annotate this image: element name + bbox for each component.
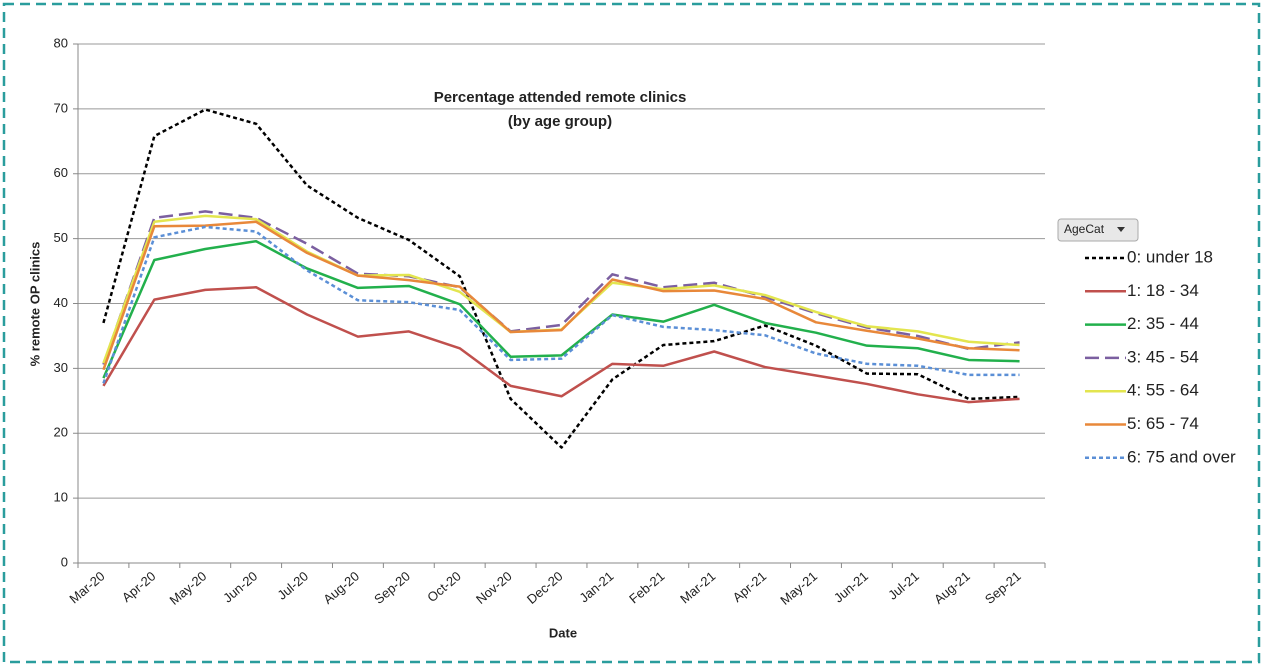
legend-label: 2: 35 - 44: [1127, 314, 1199, 333]
y-tick-label: 80: [54, 35, 68, 50]
x-tick-label: Jul-21: [885, 568, 922, 602]
legend-button[interactable]: AgeCat: [1057, 218, 1139, 242]
series-line: [102, 286, 1020, 404]
y-tick-label: 40: [54, 295, 68, 310]
series-line: [102, 220, 1020, 371]
series-line: [102, 108, 1020, 449]
x-tick-label: Dec-20: [524, 568, 566, 606]
series-line: [102, 225, 1020, 384]
legend-label: 4: 55 - 64: [1127, 381, 1199, 400]
x-tick-label: Aug-21: [931, 568, 973, 606]
legend-label: 6: 75 and over: [1127, 447, 1236, 466]
x-tick-label: Jun-21: [831, 568, 871, 605]
x-tick-label: Apr-20: [119, 568, 159, 605]
y-tick-label: 50: [54, 230, 68, 245]
x-tick-label: May-21: [777, 568, 820, 607]
legend-label: 3: 45 - 54: [1127, 347, 1199, 366]
x-tick-label: Mar-20: [66, 568, 107, 606]
x-tick-label: Apr-21: [730, 568, 770, 605]
x-tick-label: Oct-20: [424, 568, 464, 605]
y-axis-title: % remote OP clinics: [27, 242, 42, 367]
legend-title[interactable]: AgeCat: [1064, 222, 1105, 236]
x-tick-label: Nov-20: [473, 568, 515, 606]
legend-label: 1: 18 - 34: [1127, 281, 1199, 300]
legend-label: 5: 65 - 74: [1127, 414, 1199, 433]
series-line: [102, 210, 1020, 365]
y-tick-label: 30: [54, 360, 68, 375]
y-tick-label: 60: [54, 165, 68, 180]
x-tick-label: Jun-20: [220, 568, 260, 605]
y-tick-label: 20: [54, 425, 68, 440]
series-line: [102, 239, 1020, 379]
x-tick-label: Jul-20: [274, 568, 311, 602]
x-tick-label: Feb-21: [626, 568, 667, 606]
x-axis-title: Date: [549, 625, 577, 640]
x-tick-label: Sep-20: [371, 568, 413, 606]
x-tick-label: Sep-21: [982, 568, 1024, 606]
x-tick-label: May-20: [167, 568, 210, 607]
y-tick-label: 0: [61, 554, 68, 569]
x-tick-label: Jan-21: [576, 568, 616, 605]
y-tick-label: 10: [54, 490, 68, 505]
chart-subtitle: (by age group): [508, 113, 612, 130]
legend-label: 0: under 18: [1127, 247, 1213, 266]
x-tick-label: Mar-21: [677, 568, 718, 606]
series-line: [102, 214, 1020, 364]
legend-button-box[interactable]: [1057, 218, 1139, 242]
y-tick-label: 70: [54, 100, 68, 115]
x-tick-label: Aug-20: [320, 568, 362, 606]
chart-title: Percentage attended remote clinics: [434, 89, 687, 106]
dropdown-arrow[interactable]: [1117, 227, 1125, 232]
